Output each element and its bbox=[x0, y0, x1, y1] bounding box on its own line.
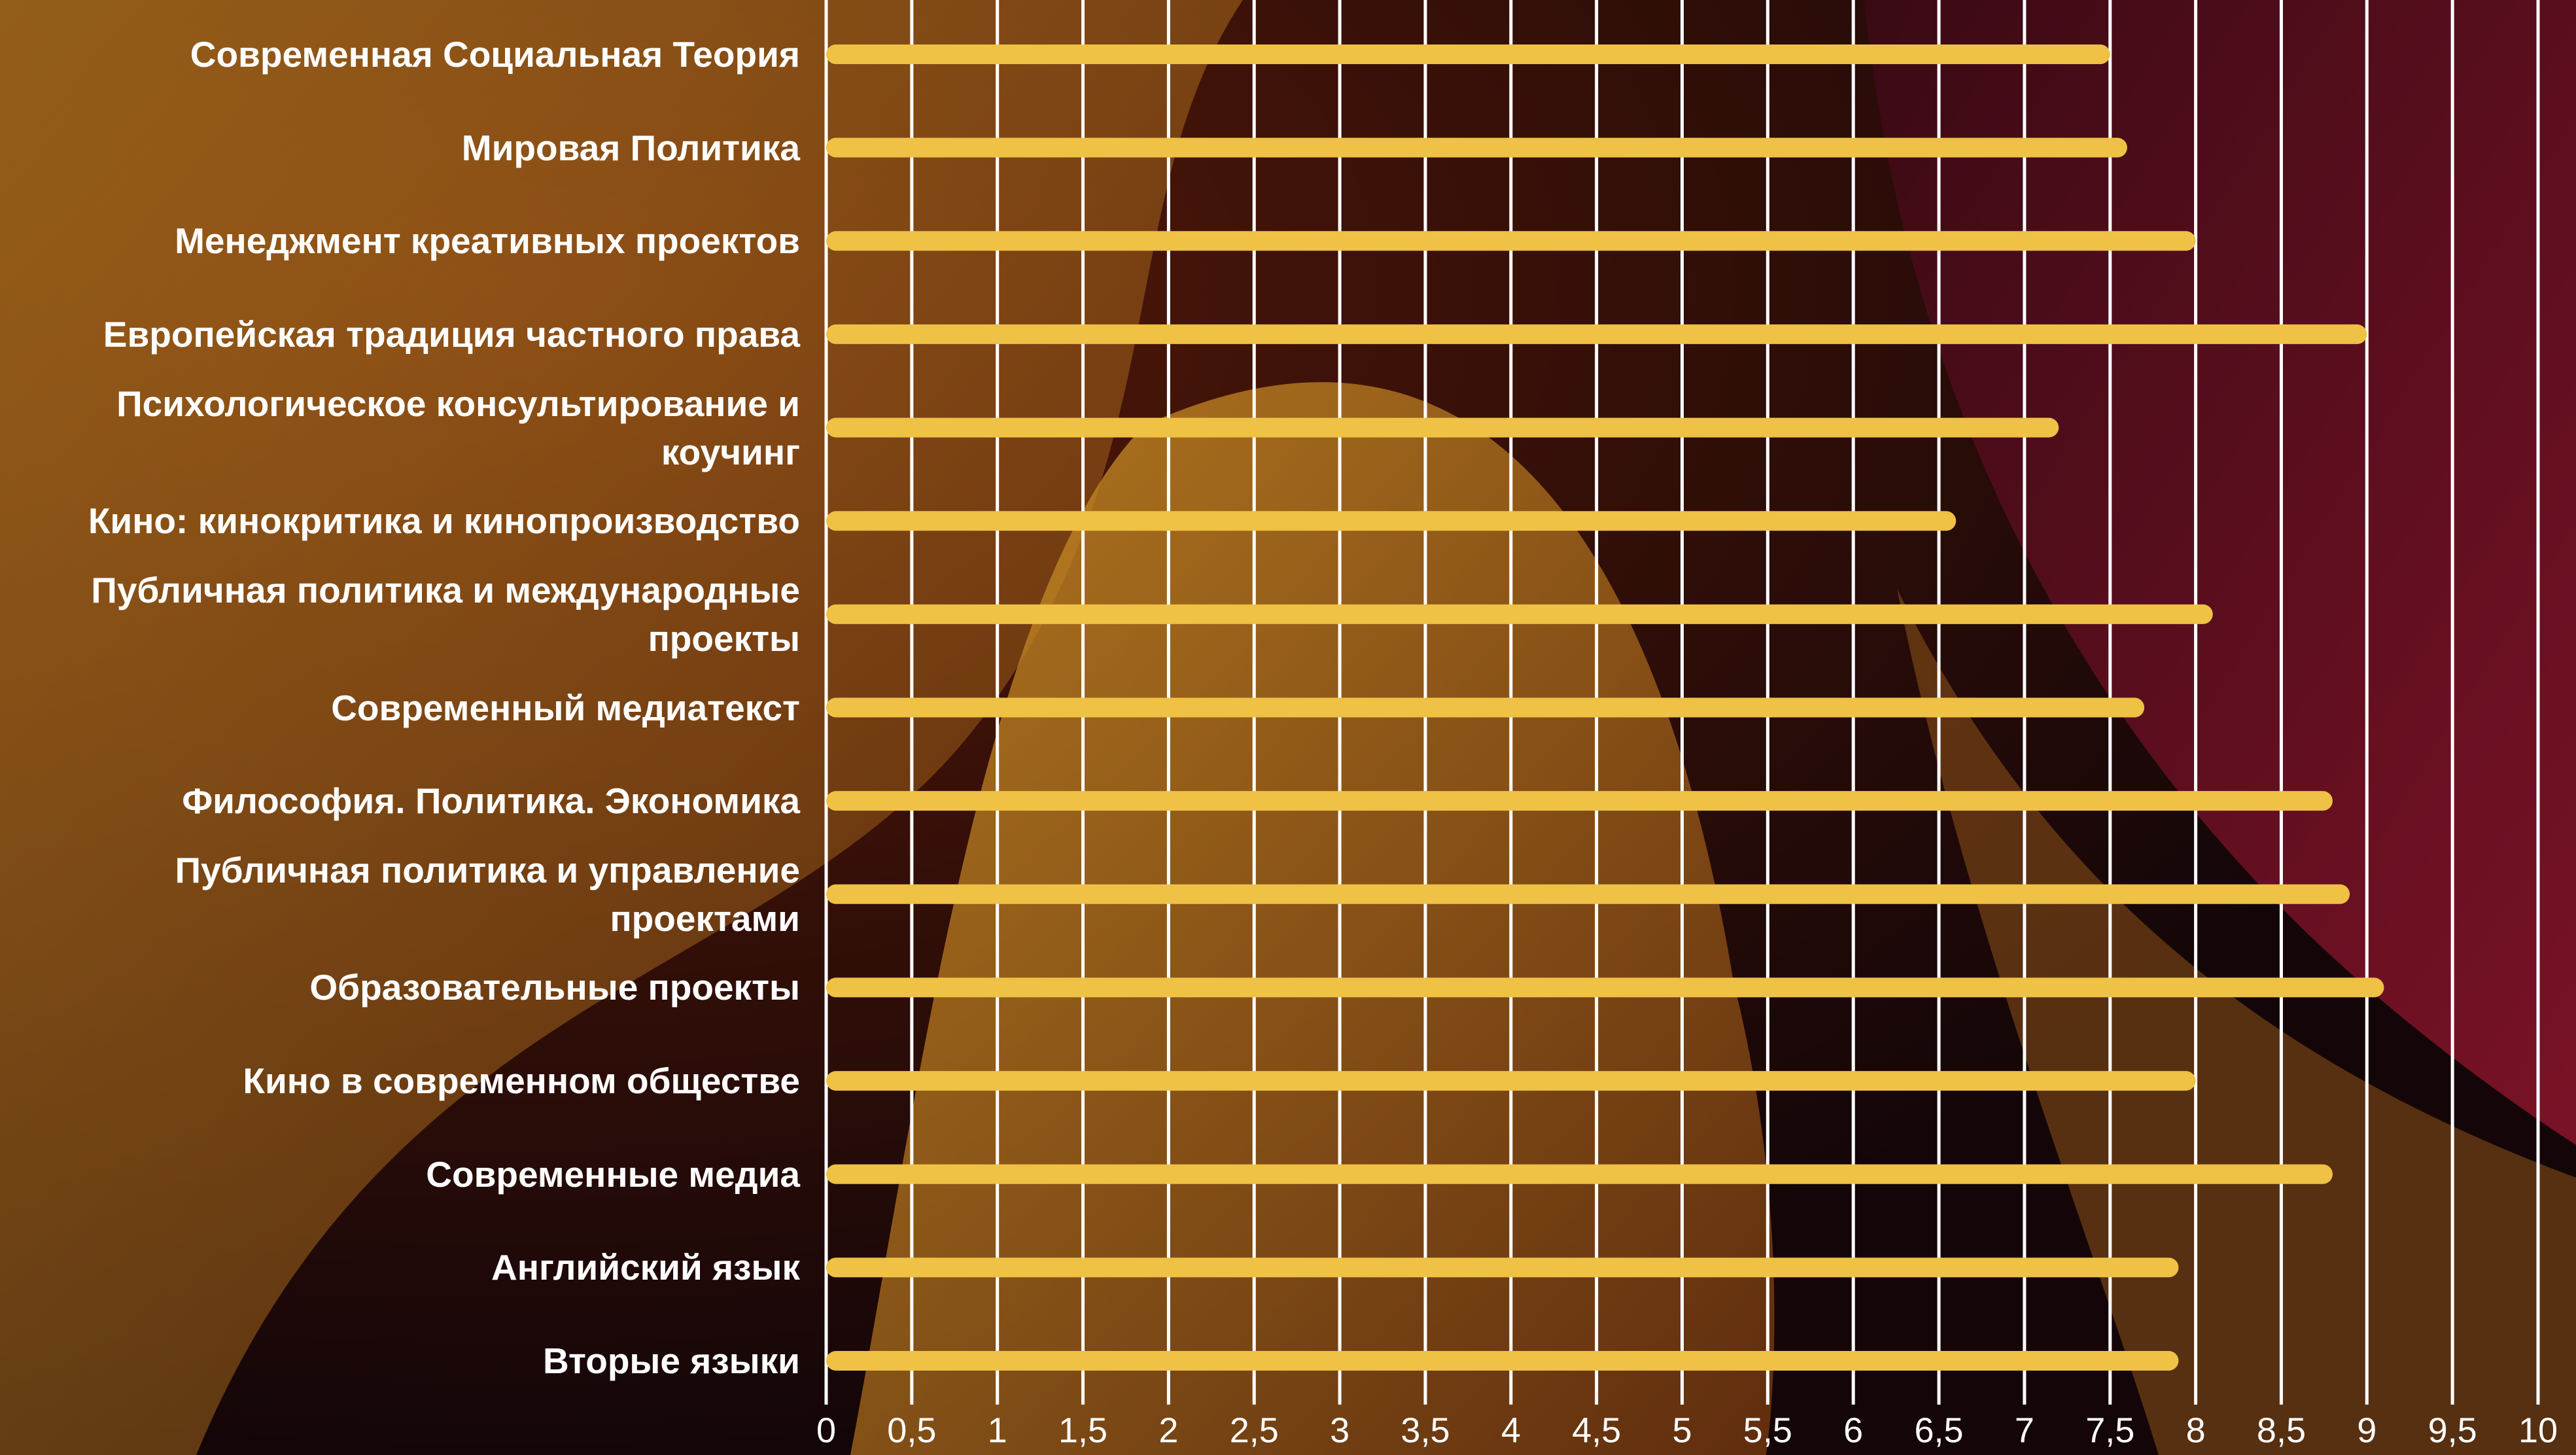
bar bbox=[826, 697, 2145, 718]
background-shape bbox=[1897, 589, 2576, 1455]
bar bbox=[826, 44, 2110, 64]
x-tick-label: 3,5 bbox=[1401, 1411, 1450, 1450]
x-tick-label: 7,5 bbox=[2085, 1411, 2134, 1450]
x-tick-label: 10 bbox=[2518, 1411, 2558, 1450]
background-shape bbox=[1864, 0, 2576, 1145]
x-tick-label: 4 bbox=[1501, 1411, 1521, 1450]
y-tick-label: Современные медиа bbox=[426, 1153, 800, 1195]
x-tick-label: 5 bbox=[1672, 1411, 1692, 1450]
bar bbox=[826, 324, 2367, 344]
x-tick-label: 9 bbox=[2357, 1411, 2376, 1450]
y-tick-label: Современная Социальная Теория bbox=[190, 34, 800, 75]
x-tick-label: 9,5 bbox=[2428, 1411, 2477, 1450]
x-tick-label: 0,5 bbox=[887, 1411, 936, 1450]
y-tick-label: Кино в современном обществе bbox=[243, 1061, 800, 1102]
y-tick-label: Публичная политика и международные проек… bbox=[91, 569, 800, 659]
bar bbox=[826, 231, 2196, 251]
y-tick-label: Психологическое консультирование и коучи… bbox=[116, 383, 800, 472]
x-tick-label: 8,5 bbox=[2257, 1411, 2306, 1450]
bar bbox=[826, 604, 2213, 624]
x-tick-label: 3 bbox=[1330, 1411, 1349, 1450]
x-tick-label: 6,5 bbox=[1915, 1411, 1964, 1450]
x-tick-label: 8 bbox=[2186, 1411, 2206, 1450]
x-tick-label: 2,5 bbox=[1230, 1411, 1279, 1450]
x-tick-label: 5,5 bbox=[1743, 1411, 1792, 1450]
bar bbox=[826, 884, 2350, 904]
x-tick-label: 4,5 bbox=[1572, 1411, 1621, 1450]
bar bbox=[826, 791, 2333, 811]
x-tick-label: 2 bbox=[1158, 1411, 1178, 1450]
x-tick-label: 1 bbox=[988, 1411, 1007, 1450]
bar bbox=[826, 1351, 2179, 1371]
y-tick-label: Европейская традиция частного права bbox=[103, 313, 800, 355]
background-shape bbox=[0, 0, 1243, 1455]
y-tick-label: Мировая Политика bbox=[461, 127, 800, 168]
y-tick-label: Кино: кинокритика и кинопроизводство bbox=[88, 500, 800, 542]
x-tick-label: 0 bbox=[816, 1411, 836, 1450]
bar bbox=[826, 1071, 2196, 1091]
y-tick-label: Английский язык bbox=[491, 1247, 800, 1288]
y-tick-label: Философия. Политика. Экономика bbox=[182, 780, 800, 822]
bar bbox=[826, 1164, 2333, 1184]
y-tick-label: Современный медиатекст bbox=[331, 687, 800, 728]
y-tick-label: Вторые языки bbox=[543, 1341, 800, 1381]
bar bbox=[826, 137, 2127, 158]
y-tick-label: Менеджмент креативных проектов bbox=[175, 220, 800, 262]
bar bbox=[826, 417, 2059, 438]
x-tick-label: 1,5 bbox=[1058, 1411, 1107, 1450]
bar bbox=[826, 977, 2384, 998]
x-tick-label: 6 bbox=[1843, 1411, 1863, 1450]
bar bbox=[826, 1257, 2179, 1278]
y-tick-label: Публичная политика и управление проектам… bbox=[175, 849, 800, 939]
x-tick-label: 7 bbox=[2015, 1411, 2034, 1450]
y-tick-label: Образовательные проекты bbox=[309, 967, 800, 1008]
bar bbox=[826, 511, 1957, 531]
